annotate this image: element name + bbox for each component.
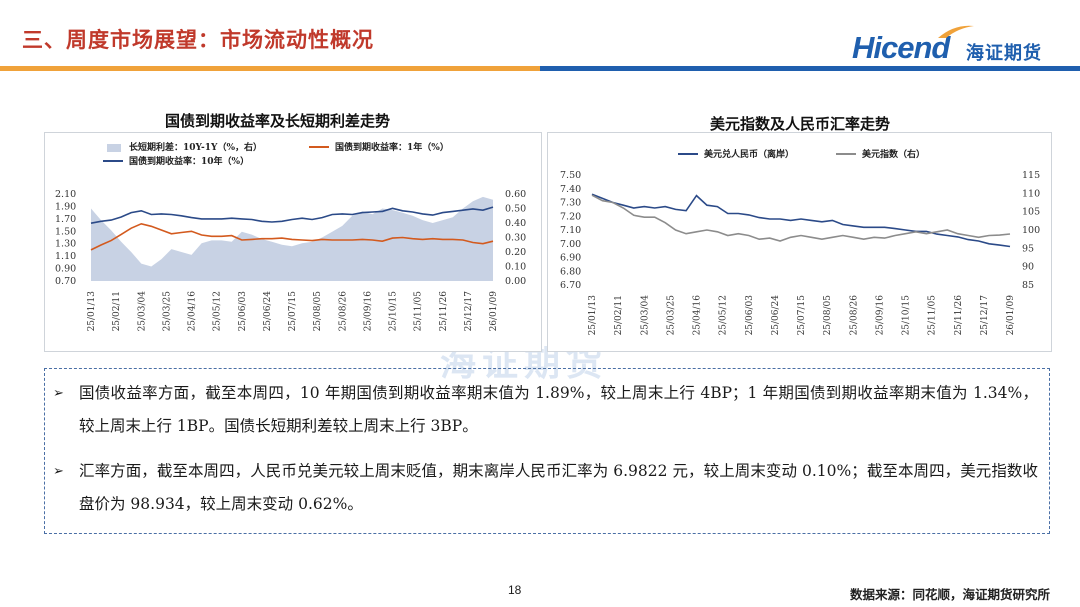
company-logo: Hicend 海证期货 [852,25,1062,66]
x-tick-label: 25/07/15 [288,291,298,332]
x-tick-label: 25/06/24 [263,291,273,332]
x-tick-label: 25/11/26 [439,291,449,332]
y-right-tick-label: 95 [1022,243,1034,254]
note-text: 汇率方面，截至本周四，人民币兑美元较上周末贬值，期末离岸人民币汇率为 6.982… [79,462,1038,513]
x-tick-label: 25/08/05 [823,295,833,336]
legend-label: 国债到期收益率：1年（%） [335,141,449,153]
x-tick-label: 25/10/15 [389,291,399,332]
y-right-tick-label: 0.50 [505,204,526,215]
x-tick-label: 25/02/11 [614,295,624,335]
x-tick-label: 25/03/04 [640,295,650,336]
y-right-tick-label: 105 [1022,207,1040,218]
legend-label: 国债到期收益率：10年（%） [129,155,249,167]
y-right-tick-label: 0.40 [505,218,526,229]
chart-title-fx: 美元指数及人民币汇率走势 [710,115,891,133]
y-left-tick-label: 1.10 [55,251,76,262]
legend-label: 美元指数（右） [862,148,925,160]
y-left-tick-label: 1.50 [55,226,76,237]
legend-swatch [107,144,121,152]
x-tick-label: 25/11/26 [954,295,964,336]
x-tick-label: 25/08/26 [338,291,348,332]
notes-box: ➢ 国债收益率方面，截至本周四，10 年期国债到期收益率期末值为 1.89%，较… [44,368,1050,534]
y-right-tick-label: 0.10 [505,262,526,273]
page-title: 三、周度市场展望：市场流动性概况 [22,28,374,52]
y-right-tick-label: 100 [1022,225,1040,236]
logo-wordmark: Hicend [852,30,950,65]
y-left-tick-label: 7.30 [560,198,581,209]
chart-panel-fx: 7.50 7.40 7.30 7.20 7.10 7.00 6.90 6.80 6.70 115 1… [547,132,1052,352]
x-tick-label: 25/06/03 [238,291,248,332]
y-left-tick-label: 1.90 [55,201,76,212]
x-tick-label: 25/12/17 [980,295,990,336]
x-tick-label: 26/01/09 [489,291,499,332]
y-left-tick-label: 0.70 [55,276,76,287]
chart-title-bond-yield: 国债到期收益率及长短期利差走势 [165,112,391,130]
logo-swoosh-icon [938,25,974,38]
x-tick-label: 25/03/25 [162,291,172,332]
x-tick-label: 25/05/12 [213,291,223,331]
x-tick-label: 25/06/24 [771,295,781,336]
y-right-tick-label: 85 [1022,280,1034,291]
y-right-tick-label: 0.30 [505,233,526,244]
y-left-tick-label: 7.50 [560,170,581,181]
series-line [90,222,494,251]
x-tick-label: 25/03/04 [137,291,147,332]
x-tick-label: 25/06/03 [745,295,755,336]
header-bar-blue [540,66,1080,71]
x-tick-label: 25/11/05 [414,291,424,332]
series-line [90,206,494,224]
x-tick-label: 25/10/15 [902,295,912,336]
x-tick-label: 26/01/09 [1006,295,1016,336]
y-left-tick-label: 0.90 [55,264,76,275]
y-left-tick-label: 1.70 [55,214,76,225]
series-line [591,193,1011,248]
x-tick-label: 25/03/25 [666,295,676,336]
y-left-tick-label: 2.10 [55,189,76,200]
y-right-tick-label: 90 [1022,262,1034,273]
x-tick-label: 25/08/26 [849,295,859,336]
x-tick-label: 25/09/16 [875,295,885,336]
bullet-arrow-icon: ➢ [53,386,64,401]
x-tick-label: 25/05/12 [719,295,729,335]
logo-chinese-name: 海证期货 [966,43,1042,64]
x-tick-label: 25/12/17 [464,291,474,332]
y-left-tick-label: 7.00 [560,239,581,250]
bullet-arrow-icon: ➢ [53,464,64,479]
x-tick-label: 25/01/13 [87,291,97,332]
y-left-tick-label: 6.80 [560,266,581,277]
legend-label: 美元兑人民币（离岸） [704,148,794,160]
y-right-tick-label: 110 [1022,188,1040,199]
note-text: 国债收益率方面，截至本周四，10 年期国债到期收益率期末值为 1.89%，较上周… [79,384,1038,435]
x-tick-label: 25/08/05 [313,291,323,332]
series-line [591,194,1011,242]
y-right-tick-label: 0.60 [505,189,526,200]
x-tick-label: 25/02/11 [112,291,122,331]
y-left-tick-label: 7.10 [560,225,581,236]
x-tick-label: 25/11/05 [928,295,938,336]
bond-yield-chart: 2.101.90 1.701.50 1.301.10 0.900.70 0.60 0.50… [55,141,526,332]
x-tick-label: 25/04/16 [188,291,198,332]
x-tick-label: 25/01/13 [588,295,598,336]
y-right-tick-label: 0.00 [505,276,526,287]
x-tick-label: 25/07/15 [797,295,807,336]
legend-label: 长短期利差：10Y-1Y（%，右） [129,141,262,153]
header-bar-orange [0,66,540,71]
data-source: 数据来源：同花顺，海证期货研究所 [849,587,1050,602]
y-left-tick-label: 7.20 [560,211,581,222]
y-right-tick-label: 0.20 [505,247,526,258]
fx-chart: 7.50 7.40 7.30 7.20 7.10 7.00 6.90 6.80 6.70 115 1… [560,148,1040,336]
y-left-tick-label: 6.70 [560,280,581,291]
series-area-spread [91,196,493,281]
chart-panel-bond-yield: 2.10 1.90 1.70 1.50 1.30 1.10 0.90 0.70 0.60 0.50… [44,132,542,352]
note-bond-yield: ➢ 国债收益率方面，截至本周四，10 年期国债到期收益率期末值为 1.89%，较… [53,377,1038,443]
page-number: 18 [508,583,522,597]
y-left-tick-label: 7.40 [560,184,581,195]
note-fx: ➢ 汇率方面，截至本周四，人民币兑美元较上周末贬值，期末离岸人民币汇率为 6.9… [53,455,1038,521]
x-tick-label: 25/04/16 [693,295,703,336]
y-left-tick-label: 6.90 [560,253,581,264]
y-right-tick-label: 115 [1022,170,1040,181]
x-tick-label: 25/09/16 [363,291,373,332]
y-left-tick-label: 1.30 [55,239,76,250]
